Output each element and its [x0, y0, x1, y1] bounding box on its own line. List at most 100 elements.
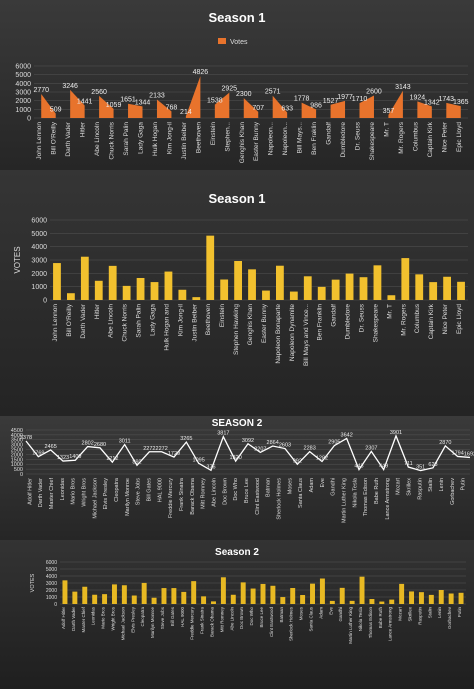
season2-line-ytick: 2500: [11, 447, 23, 453]
data-label: 2272: [143, 446, 155, 452]
bar: [92, 594, 98, 604]
area-mark: [214, 92, 230, 118]
bar: [206, 235, 215, 300]
season1-area-xtick: Ben Fraklin: [311, 122, 318, 155]
season2-bar-xtick: Rasputin: [417, 607, 422, 625]
season2-bar-xtick: Thomas Edison: [368, 607, 373, 639]
data-label: 449: [379, 464, 388, 470]
season2-bar-xtick: Bill Gates: [170, 606, 175, 626]
season1-bar-xtick: Lady Gaga: [150, 304, 157, 336]
data-label: 214: [180, 109, 192, 116]
data-label: 1692: [464, 451, 474, 457]
data-label: 2600: [366, 88, 382, 95]
season1-bar-xtick: Abe Lincoln: [108, 304, 115, 338]
season2-line-chart: SEASON 2 05001000150020002500300035004000…: [11, 418, 474, 523]
data-label: 2680: [94, 442, 106, 448]
bar: [191, 581, 197, 604]
area-mark: [99, 95, 114, 118]
area-mark: [128, 103, 143, 118]
season2-bar-ytick: 3000: [46, 581, 57, 587]
bar: [161, 588, 167, 604]
season2-line-xtick: Freddie Mercury: [168, 478, 174, 518]
area-mark: [243, 98, 259, 118]
bar: [230, 594, 236, 604]
season2-bar-xtick: Adolf Hitler: [61, 607, 66, 630]
bar: [211, 601, 216, 604]
season1-area-ytick: 0: [27, 115, 31, 122]
bar: [457, 281, 465, 300]
bar: [317, 286, 326, 300]
data-label: 1323: [57, 455, 69, 461]
season2-bar-ytick: 0: [54, 602, 57, 608]
bar: [270, 585, 276, 604]
data-label: 1778: [294, 96, 310, 103]
data-label: 986: [310, 102, 322, 109]
bar: [121, 585, 127, 604]
season1-area-xtick: Bill Mays...: [297, 122, 304, 154]
season2-bar-xtick: Babe Ruth: [378, 607, 383, 629]
chart-title: Season 2: [215, 547, 259, 558]
data-label: 1743: [439, 96, 455, 103]
season2-line-ytick: 0: [20, 472, 23, 478]
season2-bar-xtick: Master Chief: [81, 606, 86, 632]
bar: [349, 600, 355, 604]
bar: [62, 580, 68, 604]
season1-area-xtick: Kim Jong-il: [166, 121, 173, 154]
season2-line-xtick: Michael Jackson: [92, 478, 98, 519]
season2-bar-xtick: Lenin: [437, 607, 442, 619]
bar: [345, 273, 354, 300]
area-mark: [156, 99, 172, 118]
season2-line-xtick: HAL 9000: [157, 478, 163, 502]
data-label: 1794: [452, 450, 464, 456]
data-label: 1527: [323, 98, 339, 105]
data-label: 2307: [365, 445, 377, 451]
bar: [310, 583, 315, 604]
bar: [379, 601, 385, 604]
season1-area-xtick: Beethoven: [195, 122, 202, 153]
season2-line-xtick: Mario Bros: [71, 478, 77, 505]
season1-area-panel: Season 1 Votes 0 1000 2000 3000 4000 5000 6000 27…: [0, 0, 474, 170]
data-label: 1409: [69, 454, 81, 460]
bar: [418, 592, 424, 604]
bar: [289, 291, 298, 300]
bar: [220, 279, 229, 300]
season1-area-xtick: Captain Kirk: [427, 121, 434, 157]
season1-bar-xtick: Bill Mays and Vince...: [303, 304, 310, 366]
season2-line-ytick: 500: [14, 467, 23, 473]
chart-title: Season 1: [208, 191, 265, 206]
season1-area-xtick: Columbus: [412, 121, 419, 151]
season2-bar-xtick: Leonidas: [91, 606, 96, 625]
data-label: 1095: [193, 457, 205, 463]
season1-bar-xtick: Ben Franklin: [317, 304, 324, 341]
data-label: 2770: [33, 87, 49, 94]
area-mark: [446, 102, 461, 118]
data-label: 2603: [279, 443, 291, 449]
season1-area-ytick: 1000: [15, 107, 31, 114]
season1-area-ytick: 4000: [15, 81, 31, 88]
season2-bar-xtick: Putin: [457, 607, 462, 618]
season1-area-ytick: 5000: [15, 72, 31, 79]
season2-line-xtick: Mozart: [396, 478, 402, 495]
data-label: 2870: [439, 440, 451, 446]
bar: [72, 591, 78, 604]
season1-area-xtick: Hulk Hogan: [152, 122, 159, 156]
data-label: 1320: [230, 455, 242, 461]
season1-bar-xtick: Columbus: [414, 303, 421, 333]
bar: [409, 591, 415, 604]
bar: [387, 295, 396, 300]
data-label: 1059: [106, 102, 122, 109]
season1-area-xtick: Mr. T: [383, 122, 390, 137]
season1-area-xtick: Genghis Khan: [239, 122, 246, 164]
season2-line-xtick: Cleopatra: [114, 477, 120, 502]
bar: [280, 597, 286, 604]
season1-bar-xtick: Hitler: [94, 303, 101, 319]
season2-line-xtick: Adolf Hitler: [27, 478, 33, 505]
bar: [359, 277, 368, 300]
bar: [141, 582, 147, 604]
season1-bar-xtick: John Lennon: [52, 304, 59, 342]
season2-bar-xtick: Moses: [299, 606, 304, 620]
data-label: 2802: [82, 441, 94, 447]
season2-bar-xtick: Nikola Tesla: [358, 607, 363, 632]
bar: [80, 256, 89, 300]
season2-line-xtick: Babe Ruth: [374, 478, 380, 504]
